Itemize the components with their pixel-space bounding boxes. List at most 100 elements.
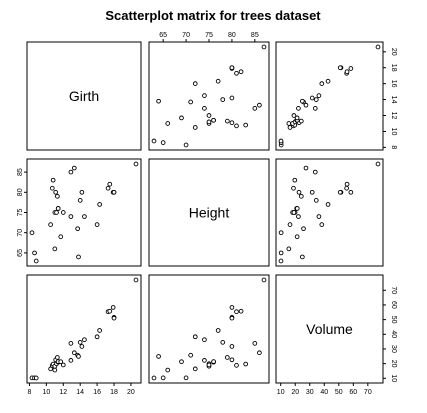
point-girth-vs-height (188, 99, 194, 105)
point-volume-vs-height (160, 375, 166, 381)
point-volume-vs-height (151, 375, 157, 381)
panel-border-height-height (148, 158, 270, 267)
point-height-vs-volume (375, 161, 381, 167)
x-tick-label-girth: 16 (93, 389, 101, 396)
point-girth-vs-volume (348, 66, 354, 71)
x-tick-label-volume: 40 (320, 389, 328, 396)
point-girth-vs-height (156, 98, 161, 104)
point-height-vs-volume (325, 202, 331, 207)
point-girth-vs-volume (278, 138, 284, 144)
point-girth-vs-volume (313, 97, 319, 102)
point-height-vs-girth (32, 250, 37, 256)
point-volume-vs-height (234, 363, 239, 368)
point-height-vs-girth (77, 198, 83, 203)
point-girth-vs-height (243, 122, 249, 128)
point-height-vs-volume (292, 177, 298, 183)
point-volume-vs-girth (68, 341, 74, 346)
point-volume-vs-girth (55, 355, 60, 360)
x-tick-label-girth: 14 (76, 389, 84, 396)
point-girth-vs-volume (316, 93, 322, 98)
point-height-vs-volume (313, 198, 319, 203)
panel-border-girth-volume (275, 41, 384, 151)
point-girth-vs-height (252, 105, 258, 111)
point-volume-vs-girth (111, 315, 117, 321)
point-volume-vs-girth (76, 354, 81, 359)
diagonal-label-volume: Volume (306, 321, 353, 337)
point-height-vs-girth (55, 193, 60, 199)
point-girth-vs-volume (325, 78, 331, 84)
point-height-vs-girth (71, 165, 77, 171)
point-volume-vs-height (156, 354, 161, 359)
point-girth-vs-height (224, 118, 230, 124)
point-height-vs-girth (53, 189, 59, 195)
point-girth-vs-height (234, 70, 239, 76)
point-height-vs-volume (348, 189, 354, 195)
x-tick-label-volume: 10 (277, 389, 285, 396)
point-height-vs-girth (111, 189, 117, 195)
point-volume-vs-height (165, 367, 171, 373)
point-girth-vs-volume (296, 105, 301, 111)
point-volume-vs-girth (68, 358, 74, 363)
point-girth-vs-volume (312, 105, 318, 111)
point-height-vs-volume (300, 254, 305, 260)
point-girth-vs-height (206, 119, 212, 125)
point-volume-vs-girth (107, 308, 113, 314)
point-volume-vs-height (229, 357, 235, 363)
point-height-vs-volume (309, 189, 315, 195)
point-height-vs-volume (286, 246, 292, 252)
y-tick-label-volume: 60 (390, 301, 397, 309)
x-tick-label-girth: 10 (42, 389, 50, 396)
point-girth-vs-height (202, 105, 207, 111)
point-volume-vs-height (192, 334, 198, 340)
point-volume-vs-height (234, 309, 239, 315)
point-girth-vs-volume (309, 95, 315, 101)
point-height-vs-volume (296, 214, 301, 219)
point-volume-vs-girth (71, 350, 77, 356)
point-girth-vs-volume (286, 121, 292, 126)
point-volume-vs-height (229, 305, 235, 310)
point-volume-vs-girth (133, 277, 139, 283)
point-volume-vs-height (192, 366, 198, 372)
point-volume-vs-height (224, 355, 230, 360)
point-volume-vs-height (229, 344, 235, 349)
point-volume-vs-girth (77, 340, 83, 345)
point-girth-vs-height (220, 97, 226, 102)
point-girth-vs-height (183, 142, 189, 148)
x-tick-label-girth: 20 (127, 389, 135, 396)
point-volume-vs-girth (60, 362, 66, 368)
x-tick-label-volume: 20 (291, 389, 299, 396)
point-height-vs-volume (294, 206, 300, 211)
x-tick-label-volume: 60 (349, 389, 357, 396)
panels-group: Girth Height Volume 8 10 12 14 16 18 20 10 20 30 40 50… (17, 32, 397, 396)
point-girth-vs-height (261, 44, 267, 50)
panel-border-girth-girth (26, 41, 142, 151)
diagonal-label-girth: Girth (69, 88, 99, 104)
point-volume-vs-height (220, 340, 226, 345)
point-volume-vs-height (188, 352, 194, 358)
y-tick-label-girth: 8 (390, 145, 397, 149)
point-girth-vs-height (165, 121, 171, 126)
y-tick-label-height: 85 (17, 168, 24, 176)
point-girth-vs-height (179, 115, 184, 121)
point-girth-vs-height (238, 69, 244, 75)
panel-border-volume-height (148, 274, 270, 384)
point-volume-vs-girth (82, 337, 87, 343)
point-girth-vs-volume (291, 113, 297, 118)
point-height-vs-girth (133, 161, 139, 167)
point-girth-vs-height (229, 65, 235, 71)
x-tick-label-height: 80 (228, 32, 236, 39)
point-girth-vs-volume (344, 69, 350, 75)
point-girth-vs-height (206, 113, 212, 118)
panel-border-height-volume (275, 158, 384, 267)
x-tick-label-volume: 30 (306, 389, 314, 396)
point-height-vs-girth (76, 254, 81, 260)
point-height-vs-girth (94, 222, 100, 227)
point-height-vs-volume (291, 210, 297, 215)
point-height-vs-volume (316, 214, 322, 219)
point-volume-vs-height (211, 359, 216, 364)
point-girth-vs-volume (298, 118, 304, 124)
y-tick-label-volume: 30 (390, 345, 397, 353)
point-height-vs-girth (58, 234, 64, 240)
y-tick-label-height: 70 (17, 229, 24, 237)
x-tick-label-volume: 50 (335, 389, 343, 396)
